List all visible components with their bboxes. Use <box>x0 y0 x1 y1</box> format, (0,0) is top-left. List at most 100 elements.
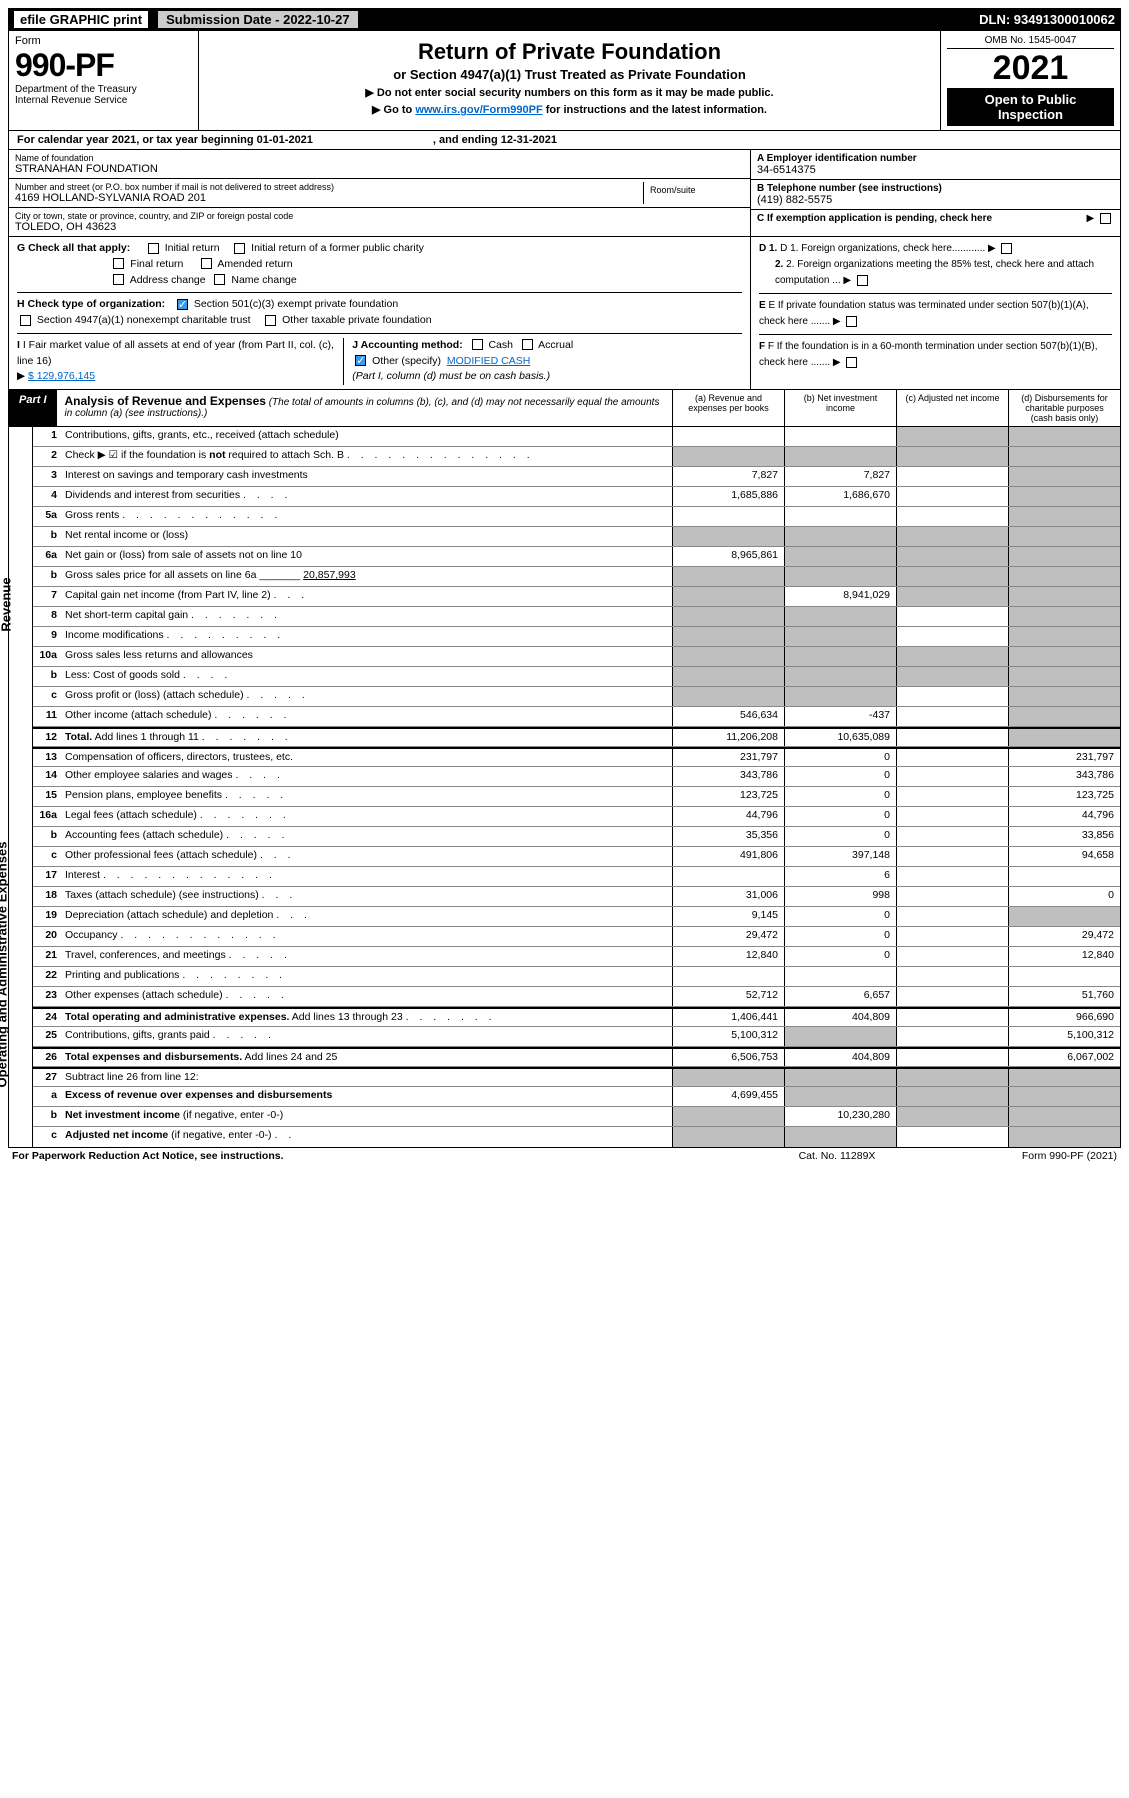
col-c: (c) Adjusted net income <box>896 390 1008 426</box>
table-row: bNet rental income or (loss) <box>33 527 1120 547</box>
dln: DLN: 93491300010062 <box>979 12 1115 27</box>
h-501c3[interactable] <box>177 299 188 310</box>
d2-cb[interactable] <box>857 275 868 286</box>
table-row: 9Income modifications . . . . . . . . . <box>33 627 1120 647</box>
dept: Department of the Treasury <box>15 84 192 95</box>
g-addr-change[interactable] <box>113 274 124 285</box>
table-row: 7Capital gain net income (from Part IV, … <box>33 587 1120 607</box>
paperwork-notice: For Paperwork Reduction Act Notice, see … <box>12 1150 737 1162</box>
header-center: Return of Private Foundation or Section … <box>199 31 940 130</box>
open-public: Open to Public Inspection <box>947 88 1114 126</box>
table-row: cOther professional fees (attach schedul… <box>33 847 1120 867</box>
name-label: Name of foundation <box>15 153 744 163</box>
footer: For Paperwork Reduction Act Notice, see … <box>8 1148 1121 1164</box>
table-row: 1Contributions, gifts, grants, etc., rec… <box>33 427 1120 447</box>
table-row: 12Total. Add lines 1 through 11 . . . . … <box>33 727 1120 747</box>
revenue-table: Revenue Operating and Administrative Exp… <box>8 427 1121 1148</box>
fmv-value: $ 129,976,145 <box>28 370 95 382</box>
table-row: 2Check ▶ ☑ if the foundation is not requ… <box>33 447 1120 467</box>
table-row: 26Total expenses and disbursements. Add … <box>33 1047 1120 1067</box>
table-row: bGross sales price for all assets on lin… <box>33 567 1120 587</box>
addr-label: Number and street (or P.O. box number if… <box>15 182 643 192</box>
g-initial-former[interactable] <box>234 243 245 254</box>
calendar-year-row: For calendar year 2021, or tax year begi… <box>8 131 1121 150</box>
table-row: 3Interest on savings and temporary cash … <box>33 467 1120 487</box>
table-row: 21Travel, conferences, and meetings . . … <box>33 947 1120 967</box>
j-other[interactable] <box>355 355 366 366</box>
table-row: 17Interest . . . . . . . . . . . . .6 <box>33 867 1120 887</box>
table-row: 10aGross sales less returns and allowanc… <box>33 647 1120 667</box>
table-row: 6aNet gain or (loss) from sale of assets… <box>33 547 1120 567</box>
table-row: bLess: Cost of goods sold . . . . <box>33 667 1120 687</box>
part1-header: Part I Analysis of Revenue and Expenses … <box>8 390 1121 427</box>
submission-date: Submission Date - 2022-10-27 <box>158 11 358 28</box>
col-b: (b) Net investment income <box>784 390 896 426</box>
table-row: 22Printing and publications . . . . . . … <box>33 967 1120 987</box>
omb: OMB No. 1545-0047 <box>947 35 1114 49</box>
j-accrual[interactable] <box>522 339 533 350</box>
form-label: Form <box>15 35 192 47</box>
part1-label: Part I <box>9 390 57 426</box>
g-final[interactable] <box>113 258 124 269</box>
phone-label: B Telephone number (see instructions) <box>757 183 1114 194</box>
table-row: cGross profit or (loss) (attach schedule… <box>33 687 1120 707</box>
ein: 34-6514375 <box>757 164 1114 176</box>
rows-container: 1Contributions, gifts, grants, etc., rec… <box>33 427 1120 1147</box>
g-initial[interactable] <box>148 243 159 254</box>
table-row: 13Compensation of officers, directors, t… <box>33 747 1120 767</box>
cat-no: Cat. No. 11289X <box>737 1150 937 1162</box>
phone: (419) 882-5575 <box>757 194 1114 206</box>
table-row: 24Total operating and administrative exp… <box>33 1007 1120 1027</box>
form-header: Form 990-PF Department of the Treasury I… <box>8 31 1121 131</box>
table-row: cAdjusted net income (if negative, enter… <box>33 1127 1120 1147</box>
part1-title: Analysis of Revenue and Expenses <box>65 394 266 408</box>
j-other-val: MODIFIED CASH <box>447 355 530 367</box>
table-row: 23Other expenses (attach schedule) . . .… <box>33 987 1120 1007</box>
tax-year: 2021 <box>947 49 1114 88</box>
ein-label: A Employer identification number <box>757 153 1114 164</box>
table-row: 11Other income (attach schedule) . . . .… <box>33 707 1120 727</box>
form-number: 990-PF <box>15 47 192 84</box>
table-row: 8Net short-term capital gain . . . . . .… <box>33 607 1120 627</box>
h-other-tax[interactable] <box>265 315 276 326</box>
irs: Internal Revenue Service <box>15 95 192 106</box>
col-d: (d) Disbursements for charitable purpose… <box>1008 390 1120 426</box>
note-ssn: ▶ Do not enter social security numbers o… <box>205 86 934 99</box>
form-title: Return of Private Foundation <box>205 39 934 65</box>
h-4947[interactable] <box>20 315 31 326</box>
table-row: 14Other employee salaries and wages . . … <box>33 767 1120 787</box>
efile-badge: efile GRAPHIC print <box>14 11 148 28</box>
table-row: aExcess of revenue over expenses and dis… <box>33 1087 1120 1107</box>
g-amended[interactable] <box>201 258 212 269</box>
c-label: C If exemption application is pending, c… <box>757 213 992 224</box>
foundation-name: STRANAHAN FOUNDATION <box>15 163 744 175</box>
form-url-link[interactable]: www.irs.gov/Form990PF <box>415 104 542 116</box>
j-cash[interactable] <box>472 339 483 350</box>
city: TOLEDO, OH 43623 <box>15 221 744 233</box>
side-revenue: Revenue Operating and Administrative Exp… <box>9 427 33 1147</box>
f-cb[interactable] <box>846 357 857 368</box>
header-left: Form 990-PF Department of the Treasury I… <box>9 31 199 130</box>
room-label: Room/suite <box>644 182 744 204</box>
top-bar: efile GRAPHIC print Submission Date - 20… <box>8 8 1121 31</box>
table-row: bNet investment income (if negative, ent… <box>33 1107 1120 1127</box>
col-a: (a) Revenue and expenses per books <box>672 390 784 426</box>
table-row: 4Dividends and interest from securities … <box>33 487 1120 507</box>
c-checkbox[interactable] <box>1100 213 1111 224</box>
header-right: OMB No. 1545-0047 2021 Open to Public In… <box>940 31 1120 130</box>
note-link: ▶ Go to www.irs.gov/Form990PF for instru… <box>205 103 934 116</box>
d1-cb[interactable] <box>1001 243 1012 254</box>
form-990pf: Form 990-PF (2021) <box>937 1150 1117 1162</box>
table-row: 27Subtract line 26 from line 12: <box>33 1067 1120 1087</box>
entity-block: Name of foundation STRANAHAN FOUNDATION … <box>8 150 1121 237</box>
table-row: 19Depreciation (attach schedule) and dep… <box>33 907 1120 927</box>
form-subtitle: or Section 4947(a)(1) Trust Treated as P… <box>205 67 934 82</box>
table-row: 18Taxes (attach schedule) (see instructi… <box>33 887 1120 907</box>
city-label: City or town, state or province, country… <box>15 211 744 221</box>
table-row: 5aGross rents . . . . . . . . . . . . <box>33 507 1120 527</box>
table-row: 15Pension plans, employee benefits . . .… <box>33 787 1120 807</box>
address: 4169 HOLLAND-SYLVANIA ROAD 201 <box>15 192 643 204</box>
e-cb[interactable] <box>846 316 857 327</box>
checkbox-section: G Check all that apply: Initial return I… <box>8 237 1121 390</box>
g-name-change[interactable] <box>214 274 225 285</box>
